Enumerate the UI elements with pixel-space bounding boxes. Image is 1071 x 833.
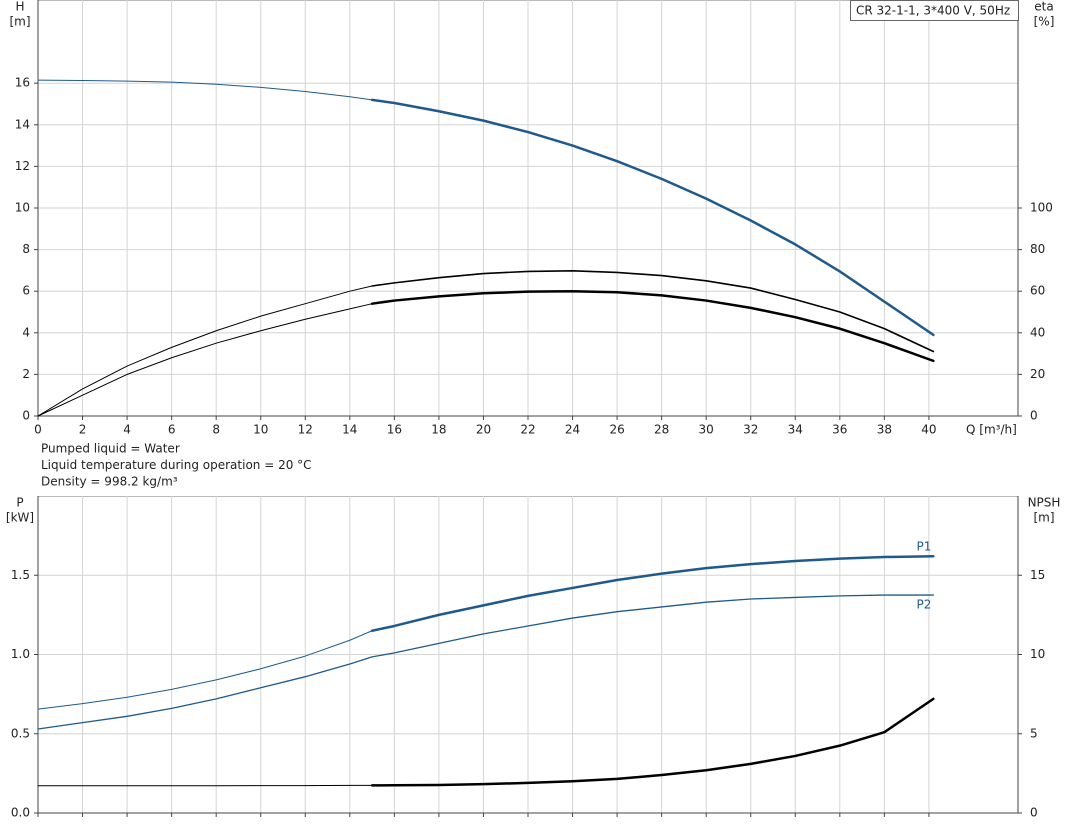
- curve: [370, 98, 935, 337]
- x-tick-label: 20: [476, 423, 491, 437]
- x-tick-label: 12: [298, 423, 313, 437]
- y2-tick-label: 5: [1030, 726, 1038, 740]
- y-axis-label: P: [16, 496, 23, 510]
- x-tick-label: 18: [431, 423, 446, 437]
- y2-tick-label: 20: [1030, 367, 1045, 381]
- x-tick-label: 30: [699, 423, 714, 437]
- x-tick-label: 2: [79, 423, 87, 437]
- y2-axis-unit: [%]: [1034, 15, 1055, 29]
- y-tick-label: 10: [15, 201, 30, 215]
- y-tick-label: 8: [22, 242, 30, 256]
- x-tick-label: 36: [832, 423, 847, 437]
- x-tick-label: 32: [743, 423, 758, 437]
- y2-tick-label: 0: [1030, 806, 1038, 820]
- chart-title: CR 32-1-1, 3*400 V, 50Hz: [856, 4, 1010, 18]
- curve: [37, 79, 373, 101]
- curve: [370, 697, 935, 787]
- annotation: Density = 998.2 kg/m³: [41, 475, 178, 489]
- curve: [37, 285, 373, 417]
- x-tick-label: 38: [877, 423, 892, 437]
- x-tick-label: 4: [123, 423, 131, 437]
- x-tick-label: 14: [342, 423, 357, 437]
- y2-tick-label: 60: [1030, 284, 1045, 298]
- y2-tick-label: 80: [1030, 242, 1045, 256]
- y-tick-label: 1.0: [11, 647, 30, 661]
- x-axis-label: Q [m³/h]: [966, 423, 1017, 437]
- curve: [37, 630, 373, 710]
- x-tick-label: 0: [34, 423, 42, 437]
- y2-tick-label: 10: [1030, 647, 1045, 661]
- x-tick-label: 6: [168, 423, 176, 437]
- curve: [370, 554, 935, 632]
- y-axis-unit: [m]: [9, 15, 30, 29]
- curve: [371, 270, 935, 353]
- x-tick-label: 22: [520, 423, 535, 437]
- x-tick-label: 40: [921, 423, 936, 437]
- y-tick-label: 0.5: [11, 726, 30, 740]
- y2-tick-label: 100: [1030, 201, 1053, 215]
- y2-tick-label: 15: [1030, 568, 1045, 582]
- curve: [37, 303, 373, 417]
- y2-axis-unit: [m]: [1033, 511, 1054, 525]
- y-tick-label: 2: [22, 367, 30, 381]
- x-tick-label: 16: [387, 423, 402, 437]
- series-label: P1: [916, 540, 931, 554]
- y-tick-label: 12: [15, 159, 30, 173]
- y-axis-label: H: [15, 0, 24, 14]
- y2-tick-label: 0: [1030, 409, 1038, 423]
- series-label: P2: [916, 598, 931, 612]
- y-tick-label: 0.0: [11, 806, 30, 820]
- curve: [370, 289, 935, 363]
- y2-tick-label: 40: [1030, 325, 1045, 339]
- x-tick-label: 34: [788, 423, 803, 437]
- y-axis-unit: [kW]: [6, 511, 34, 525]
- y2-axis-label: eta: [1034, 0, 1053, 14]
- x-tick-label: 8: [212, 423, 220, 437]
- annotation: Pumped liquid = Water: [41, 442, 180, 456]
- x-tick-label: 28: [654, 423, 669, 437]
- y-tick-label: 16: [15, 76, 30, 90]
- curve: [37, 594, 935, 730]
- x-tick-label: 10: [253, 423, 268, 437]
- x-tick-label: 24: [565, 423, 580, 437]
- y2-axis-label: NPSH: [1028, 496, 1061, 510]
- y-tick-label: 4: [22, 325, 30, 339]
- x-tick-label: 26: [609, 423, 624, 437]
- y-tick-label: 14: [15, 117, 30, 131]
- y-tick-label: 0: [22, 409, 30, 423]
- y-tick-label: 6: [22, 284, 30, 298]
- y-tick-label: 1.5: [11, 568, 30, 582]
- title-box: [850, 0, 1019, 21]
- annotation: Liquid temperature during operation = 20…: [41, 458, 312, 472]
